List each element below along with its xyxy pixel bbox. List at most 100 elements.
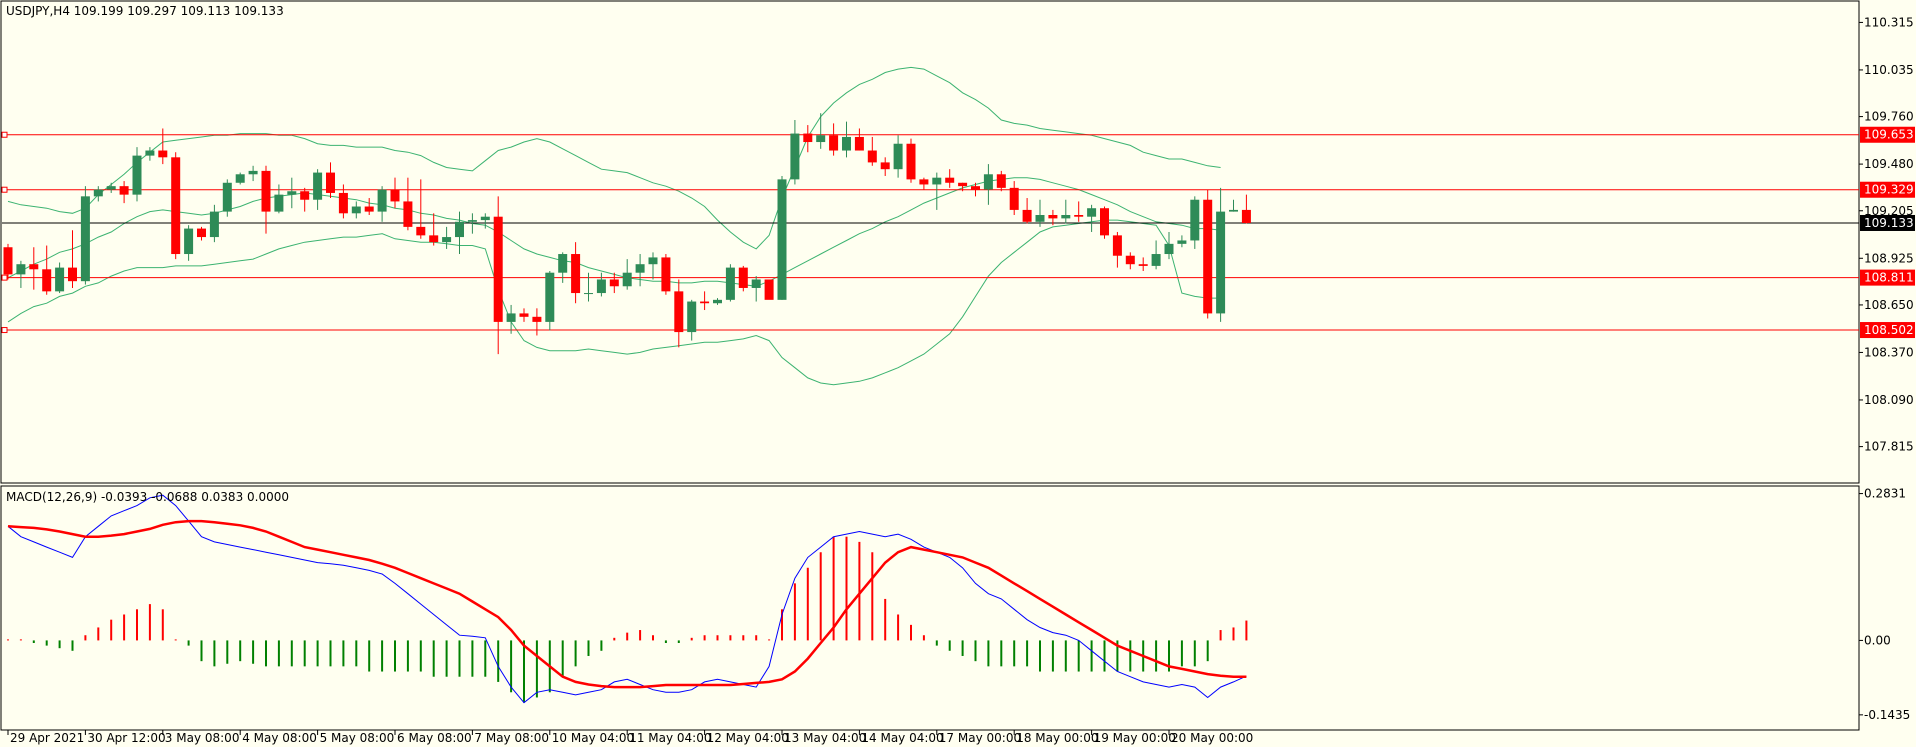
- candle-body: [429, 235, 439, 243]
- candle-body: [3, 247, 13, 275]
- candle-body: [803, 133, 813, 143]
- candle: [867, 136, 877, 166]
- candle: [42, 245, 52, 295]
- main-pane-frame: [0, 0, 1860, 484]
- candle: [3, 243, 13, 280]
- candle: [442, 226, 452, 249]
- candle: [854, 128, 864, 151]
- candle: [480, 213, 490, 229]
- candle-body: [377, 189, 387, 212]
- current-price-box: [1860, 214, 1915, 231]
- x-tick-label: 7 May 08:00: [474, 731, 549, 745]
- candle: [55, 262, 65, 294]
- macd-pane-frame: [0, 485, 1860, 731]
- candle-body: [1151, 254, 1161, 266]
- candle: [416, 179, 426, 239]
- candle-body: [261, 170, 271, 212]
- candle-body: [519, 313, 529, 317]
- candle: [648, 252, 658, 280]
- candle-body: [145, 150, 155, 156]
- candle: [429, 213, 439, 246]
- candle-body: [1100, 208, 1109, 236]
- candle: [932, 172, 942, 210]
- candle: [958, 182, 968, 192]
- candle-body: [1138, 264, 1148, 266]
- macd-header: MACD(12,26,9) -0.0393 -0.0688 0.0383 0.0…: [6, 490, 289, 504]
- candle-body: [480, 216, 490, 221]
- x-tick-label: 4 May 08:00: [242, 731, 317, 745]
- candle: [184, 225, 194, 261]
- candle: [326, 162, 335, 199]
- candle: [816, 113, 826, 149]
- price-y-tick-label: 110.315: [1864, 15, 1914, 29]
- candle: [209, 204, 219, 243]
- x-tick-label: 18 May 00:00: [1016, 731, 1098, 745]
- candle: [235, 172, 245, 185]
- candle-body: [364, 206, 374, 212]
- candle-body: [584, 293, 593, 295]
- candle: [1087, 204, 1097, 232]
- price-y-tick-label: 109.205: [1864, 204, 1914, 218]
- candle-body: [416, 226, 426, 236]
- x-tick-label: 29 Apr 2021: [10, 731, 84, 745]
- candle-body: [42, 269, 52, 292]
- candle-body: [648, 257, 658, 265]
- candle: [29, 247, 39, 290]
- candle-body: [326, 172, 335, 193]
- x-tick-label: 19 May 00:00: [1094, 731, 1176, 745]
- candle: [1229, 199, 1238, 212]
- candle: [803, 125, 813, 153]
- candle: [829, 123, 839, 156]
- candle-body: [829, 135, 839, 151]
- macd-line: [7, 494, 1247, 704]
- candle: [338, 184, 348, 219]
- candle: [300, 187, 310, 212]
- candle: [403, 177, 413, 231]
- candle-body: [80, 196, 90, 282]
- candle-body: [184, 228, 194, 255]
- candle: [93, 186, 103, 202]
- price-y-tick-label: 108.370: [1864, 345, 1914, 359]
- candle: [764, 279, 774, 300]
- level-label: 109.653: [1864, 128, 1914, 142]
- level-anchor: [1, 327, 8, 334]
- x-tick-label: 3 May 08:00: [165, 731, 240, 745]
- candle: [119, 181, 129, 204]
- candle-body: [209, 211, 219, 238]
- candle: [842, 121, 851, 158]
- candle-body: [1061, 215, 1071, 219]
- candle: [1125, 252, 1135, 270]
- candle-body: [854, 136, 864, 151]
- current-price-label: 109.133: [1864, 216, 1914, 230]
- signal-line: [7, 519, 1247, 689]
- x-tick-label: 20 May 00:00: [1171, 731, 1253, 745]
- candle-body: [222, 182, 232, 212]
- candle: [145, 147, 155, 161]
- candle-body: [1229, 209, 1238, 212]
- candle: [106, 182, 116, 193]
- candle-body: [906, 143, 916, 180]
- candle: [1061, 199, 1071, 224]
- x-axis: 29 Apr 2021 30 Apr 12:00 3 May 08:00 4 May …: [7, 730, 1253, 745]
- candle: [274, 184, 284, 214]
- candle: [455, 211, 464, 255]
- candle-body: [158, 150, 168, 158]
- candle-body: [635, 264, 645, 273]
- candle: [364, 198, 374, 216]
- level-anchor: [1, 131, 8, 138]
- candle-body: [867, 150, 877, 163]
- candle: [919, 177, 929, 190]
- candle-body: [1112, 235, 1122, 256]
- candle-body: [893, 143, 903, 170]
- macd-y-tick-label: -0.1435: [1864, 708, 1910, 722]
- level-label: 109.329: [1864, 183, 1914, 197]
- candle: [545, 270, 555, 331]
- candle: [751, 276, 761, 302]
- candle: [313, 169, 323, 210]
- candle: [390, 177, 400, 209]
- candle: [506, 304, 516, 334]
- candle: [132, 147, 142, 202]
- candle: [80, 186, 90, 285]
